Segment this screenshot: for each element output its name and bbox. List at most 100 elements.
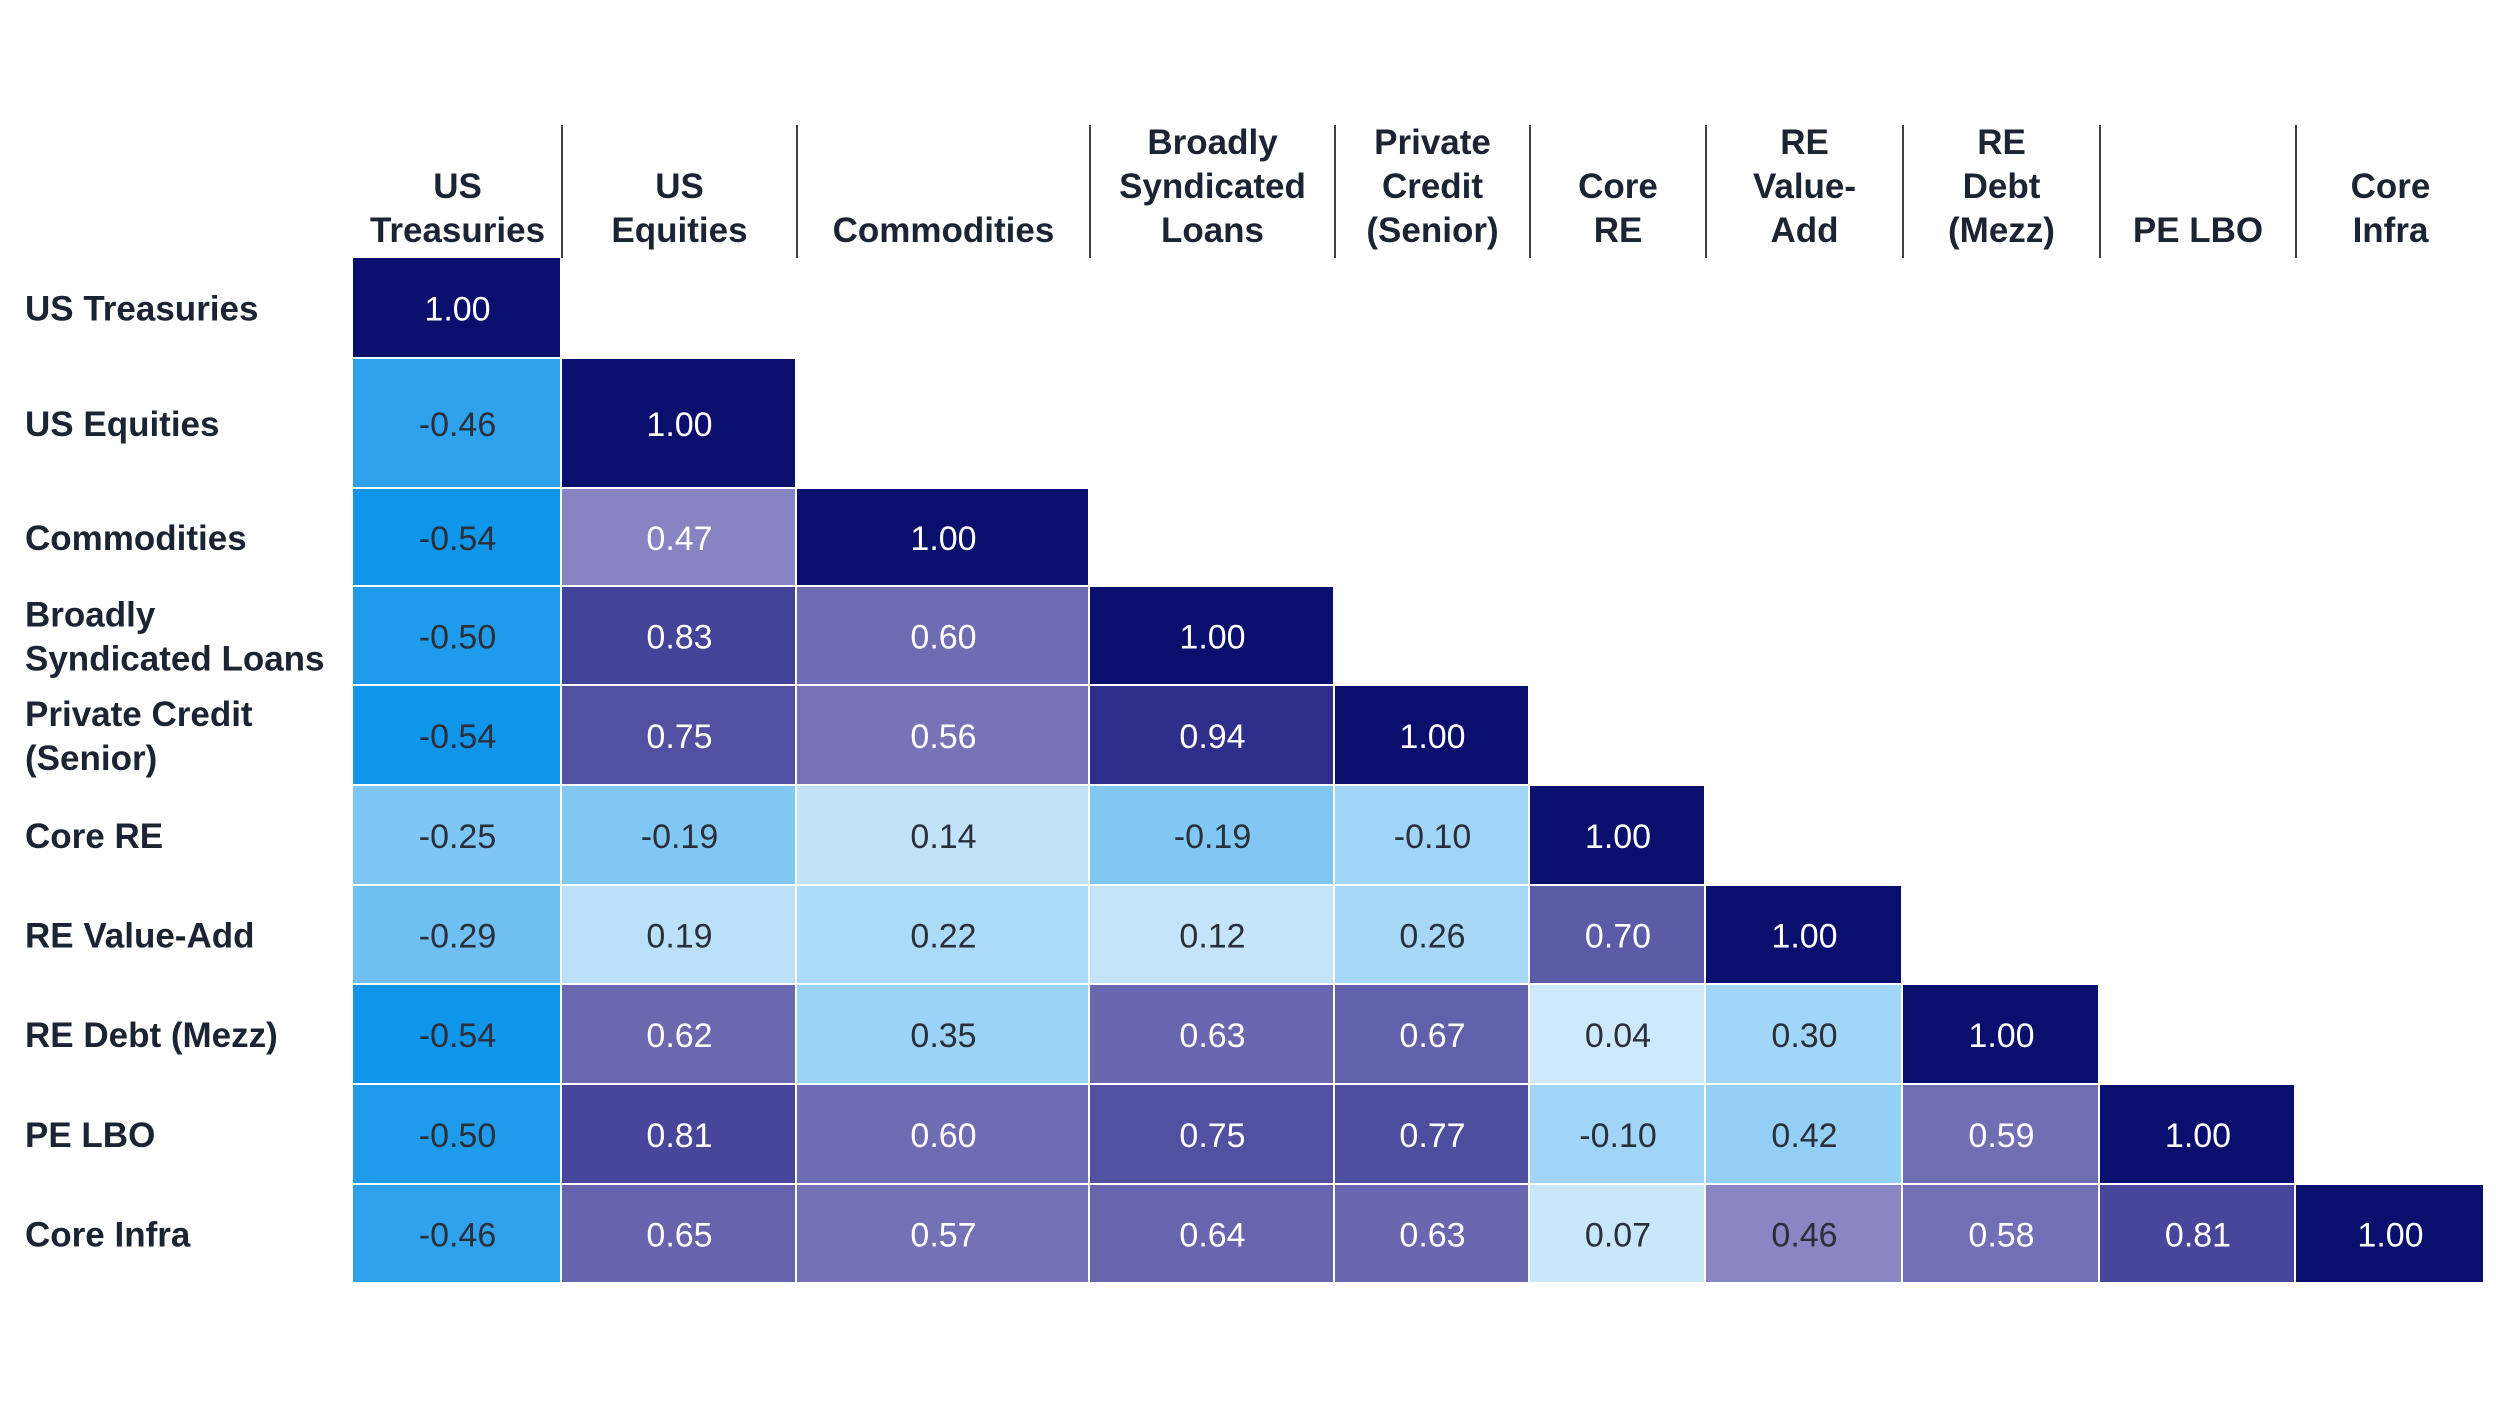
heatmap-cell-ust-ust: 1.00 [353, 258, 560, 357]
heatmap-cell-value: 0.77 [1399, 1117, 1465, 1155]
heatmap-cell-rect [797, 985, 1088, 1083]
heatmap-cell-pcs-pcs: 1.00 [1335, 686, 1528, 784]
row-header-rva: RE Value-Add [25, 917, 254, 956]
heatmap-cell-rect [353, 489, 560, 585]
column-header-line: Broadly [1147, 123, 1278, 162]
heatmap-cell-rect [797, 886, 1088, 983]
heatmap-cell-value: -0.29 [419, 918, 497, 956]
heatmap-cell-rva-ust: -0.29 [353, 886, 560, 983]
row-header-pel: PE LBO [25, 1116, 155, 1155]
row-header-line: Commodities [25, 519, 247, 558]
heatmap-cell-value: -0.54 [419, 520, 497, 558]
heatmap-cell-value: 0.81 [2165, 1217, 2231, 1255]
heatmap-cell-rect [1090, 886, 1333, 983]
heatmap-cell-rect [353, 985, 560, 1083]
heatmap-cell-rect [2100, 1085, 2294, 1183]
heatmap-cell-rect [1706, 1085, 1901, 1183]
heatmap-cell-com-com: 1.00 [797, 489, 1088, 585]
heatmap-cell-rect [353, 886, 560, 983]
heatmap-cell-bsl-bsl: 1.00 [1090, 587, 1333, 684]
row-header-com: Commodities [25, 519, 247, 558]
heatmap-cell-value: 1.00 [1179, 619, 1245, 657]
heatmap-cell-rect [562, 1085, 795, 1183]
heatmap-cell-value: 0.75 [646, 718, 712, 756]
heatmap-cell-rect [797, 587, 1088, 684]
column-header-line: Infra [2353, 211, 2429, 250]
heatmap-cell-bsl-use: 0.83 [562, 587, 795, 684]
heatmap-cell-bsl-com: 0.60 [797, 587, 1088, 684]
heatmap-cell-rdm-pcs: 0.67 [1335, 985, 1528, 1083]
column-header-line: RE [1780, 123, 1829, 162]
heatmap-cell-value: 0.60 [910, 1117, 976, 1155]
heatmap-cell-rect [353, 587, 560, 684]
heatmap-cell-rdm-bsl: 0.63 [1090, 985, 1333, 1083]
column-header-line: Private [1374, 123, 1491, 162]
heatmap-cell-rect [1335, 985, 1528, 1083]
heatmap-cell-value: -0.19 [641, 818, 719, 856]
heatmap-cell-value: 0.81 [646, 1117, 712, 1155]
column-header-line: Equities [611, 211, 747, 250]
heatmap-cell-rect [353, 786, 560, 884]
heatmap-cell-pel-ust: -0.50 [353, 1085, 560, 1183]
heatmap-cell-bsl-ust: -0.50 [353, 587, 560, 684]
heatmap-cell-cin-ust: -0.46 [353, 1185, 560, 1282]
heatmap-cell-rect [2296, 1185, 2483, 1282]
heatmap-cell-pcs-bsl: 0.94 [1090, 686, 1333, 784]
column-header-pcs: Private Credit (Senior) [1366, 123, 1498, 250]
column-header-cre: Core RE [1578, 167, 1658, 250]
row-header-line: PE LBO [25, 1116, 155, 1155]
heatmap-cell-rect [1530, 886, 1704, 983]
row-header-bsl: Broadly Syndicated Loans [25, 596, 325, 679]
heatmap-cell-rect [353, 258, 560, 357]
column-header-line: Add [1770, 211, 1838, 250]
heatmap-cell-cin-bsl: 0.64 [1090, 1185, 1333, 1282]
column-header-line: Core [2351, 167, 2431, 206]
heatmap-cell-value: 0.07 [1585, 1217, 1651, 1255]
heatmap-cell-rect [797, 1085, 1088, 1183]
heatmap-cell-pel-pcs: 0.77 [1335, 1085, 1528, 1183]
heatmap-cell-rect [1335, 686, 1528, 784]
column-header-line: US [433, 167, 482, 206]
heatmap-cell-cin-rdm: 0.58 [1903, 1185, 2098, 1282]
column-headers: US Treasuries US Equities Commodities Broadly… [370, 123, 2430, 250]
column-header-com: Commodities [833, 211, 1055, 250]
heatmap-cell-value: -0.46 [419, 406, 497, 444]
column-header-line: Treasuries [370, 211, 545, 250]
heatmap-cell-rect [797, 686, 1088, 784]
heatmap-cell-value: 0.14 [910, 818, 976, 856]
heatmap-cell-pel-pel: 1.00 [2100, 1085, 2294, 1183]
heatmap-cell-cre-use: -0.19 [562, 786, 795, 884]
heatmap-cell-rect [1903, 1085, 2098, 1183]
heatmap-cell-value: -0.19 [1174, 818, 1252, 856]
heatmap-cell-rva-bsl: 0.12 [1090, 886, 1333, 983]
heatmap-cell-value: 1.00 [910, 520, 976, 558]
heatmap-cell-value: 0.70 [1585, 918, 1651, 956]
heatmap-cell-value: 0.65 [646, 1217, 712, 1255]
heatmap-cell-rect [1335, 786, 1528, 884]
heatmap-cell-cre-ust: -0.25 [353, 786, 560, 884]
heatmap-cell-rect [1090, 985, 1333, 1083]
heatmap-cell-value: 0.64 [1179, 1217, 1245, 1255]
heatmap-cell-cre-cre: 1.00 [1530, 786, 1704, 884]
heatmap-cell-value: 0.58 [1968, 1217, 2034, 1255]
row-header-pcs: Private Credit (Senior) [25, 695, 253, 778]
row-header-rdm: RE Debt (Mezz) [25, 1016, 278, 1055]
heatmap-cell-rect [1335, 1185, 1528, 1282]
heatmap-cell-rect [1903, 985, 2098, 1083]
heatmap-cell-value: 0.26 [1399, 918, 1465, 956]
heatmap-cell-rect [562, 786, 795, 884]
column-header-line: Credit [1382, 167, 1483, 206]
heatmap-cell-cin-pcs: 0.63 [1335, 1185, 1528, 1282]
heatmap-cell-value: -0.10 [1394, 818, 1472, 856]
heatmap-cell-value: 0.35 [910, 1017, 976, 1055]
heatmap-cell-value: 0.63 [1399, 1217, 1465, 1255]
heatmap-cell-rect [1530, 1085, 1704, 1183]
heatmap-cell-value: -0.10 [1579, 1117, 1657, 1155]
heatmap-cell-cre-bsl: -0.19 [1090, 786, 1333, 884]
heatmap-cell-rect [353, 1085, 560, 1183]
heatmap-cell-rect [2100, 1185, 2294, 1282]
heatmap-cell-rdm-use: 0.62 [562, 985, 795, 1083]
row-header-use: US Equities [25, 405, 219, 444]
row-header-line: Private Credit [25, 695, 253, 734]
